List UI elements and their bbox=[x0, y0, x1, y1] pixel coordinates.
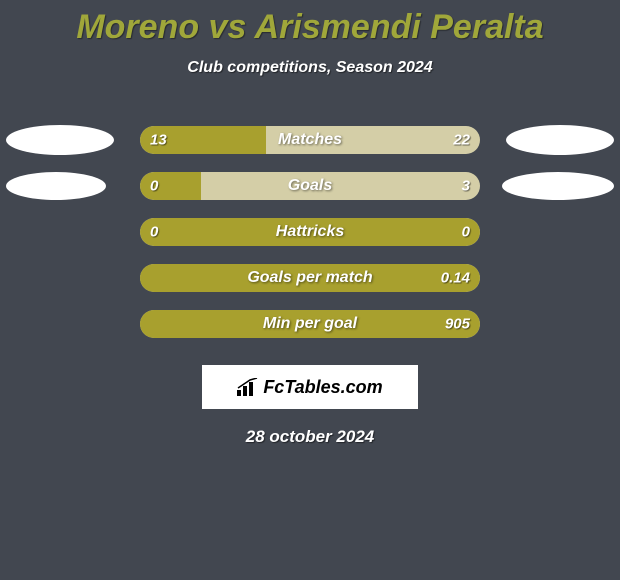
stat-value-right: 905 bbox=[445, 316, 470, 333]
logo-box: FcTables.com bbox=[202, 365, 418, 409]
player-badge-left bbox=[6, 125, 114, 155]
stat-row: Goals 0 3 bbox=[0, 163, 620, 209]
stat-rows: Matches 13 22 Goals 0 3 Hattricks 0 0 Goals per m… bbox=[0, 117, 620, 347]
page-title: Moreno vs Arismendi Peralta bbox=[0, 0, 620, 47]
stat-bar-track: Goals 0 3 bbox=[140, 172, 480, 200]
date-text: 28 october 2024 bbox=[0, 427, 620, 447]
stat-bar-track: Hattricks 0 0 bbox=[140, 218, 480, 246]
comparison-infographic: Moreno vs Arismendi Peralta Club competi… bbox=[0, 0, 620, 580]
player-badge-right bbox=[502, 172, 614, 200]
stat-bar-track: Goals per match 0.14 bbox=[140, 264, 480, 292]
logo-text: FcTables.com bbox=[263, 377, 382, 398]
stat-label: Matches bbox=[278, 131, 342, 149]
stat-bar-track: Matches 13 22 bbox=[140, 126, 480, 154]
stat-value-left: 0 bbox=[150, 224, 158, 241]
stat-bar-track: Min per goal 905 bbox=[140, 310, 480, 338]
stat-value-right: 3 bbox=[462, 178, 470, 195]
stat-value-left: 0 bbox=[150, 178, 158, 195]
stat-row: Hattricks 0 0 bbox=[0, 209, 620, 255]
stat-label: Goals bbox=[288, 177, 332, 195]
stat-value-right: 0 bbox=[462, 224, 470, 241]
subtitle: Club competitions, Season 2024 bbox=[0, 59, 620, 77]
stat-row: Matches 13 22 bbox=[0, 117, 620, 163]
stat-row: Goals per match 0.14 bbox=[0, 255, 620, 301]
player-badge-right bbox=[506, 125, 614, 155]
stat-value-left: 13 bbox=[150, 132, 167, 149]
bar-chart-icon bbox=[237, 378, 259, 396]
stat-value-right: 22 bbox=[453, 132, 470, 149]
stat-label: Hattricks bbox=[276, 223, 344, 241]
stat-label: Min per goal bbox=[263, 315, 357, 333]
stat-label: Goals per match bbox=[247, 269, 372, 287]
player-badge-left bbox=[6, 172, 106, 200]
stat-value-right: 0.14 bbox=[441, 270, 470, 287]
stat-row: Min per goal 905 bbox=[0, 301, 620, 347]
